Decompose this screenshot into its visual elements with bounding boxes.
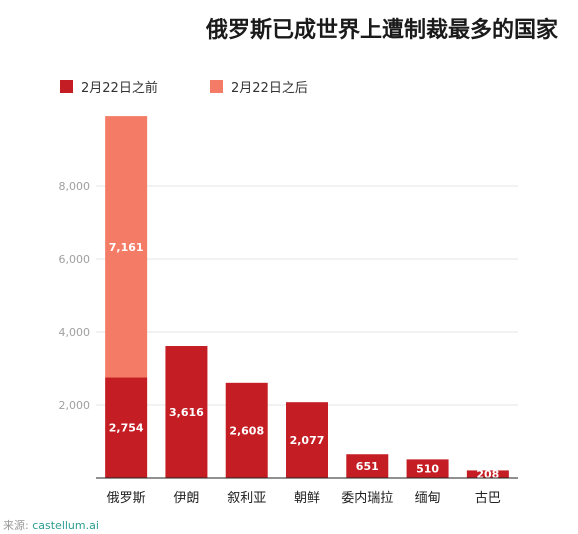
data-label: 3,616 (169, 406, 204, 419)
data-label: 2,754 (109, 422, 144, 435)
source-label: 来源: (3, 519, 29, 532)
category-label: 朝鲜 (294, 491, 320, 506)
chart-title: 俄罗斯已成世界上遭制裁最多的国家 (205, 18, 558, 43)
category-label: 委内瑞拉 (341, 490, 393, 506)
category-label: 叙利亚 (227, 491, 266, 506)
bar-segment (225, 382, 268, 478)
legend-swatch-after (210, 80, 223, 93)
category-label: 缅甸 (415, 491, 441, 506)
category-label: 古巴 (475, 491, 501, 506)
legend-label-before: 2月22日之前 (81, 81, 158, 96)
data-label: 510 (416, 463, 439, 476)
data-label: 208 (476, 468, 499, 481)
source-note: 来源: castellum.ai (3, 517, 99, 533)
y-tick-label: 4,000 (59, 326, 91, 339)
y-tick-label: 8,000 (59, 180, 91, 193)
y-tick-label: 2,000 (59, 399, 91, 412)
bar-segment (346, 454, 389, 478)
category-label: 伊朗 (173, 491, 199, 506)
data-label: 2,608 (229, 424, 264, 437)
bar-segment (466, 470, 509, 478)
legend-swatch-before (60, 80, 73, 93)
bar-segment (105, 116, 148, 378)
bar-segment (105, 377, 148, 478)
legend-item-after: 2月22日之后 (210, 77, 308, 96)
bar-segment (286, 402, 328, 478)
source-value: castellum.ai (32, 519, 99, 532)
legend-item-before: 2月22日之前 (60, 77, 158, 96)
legend-label-after: 2月22日之后 (231, 81, 308, 96)
y-tick-label: 6,000 (59, 253, 91, 266)
category-label: 俄罗斯 (107, 491, 146, 506)
bar-segment (165, 346, 208, 478)
data-label: 2,077 (290, 434, 325, 447)
data-label: 651 (356, 460, 379, 473)
bar-segment (406, 459, 449, 478)
data-label: 7,161 (109, 241, 144, 254)
